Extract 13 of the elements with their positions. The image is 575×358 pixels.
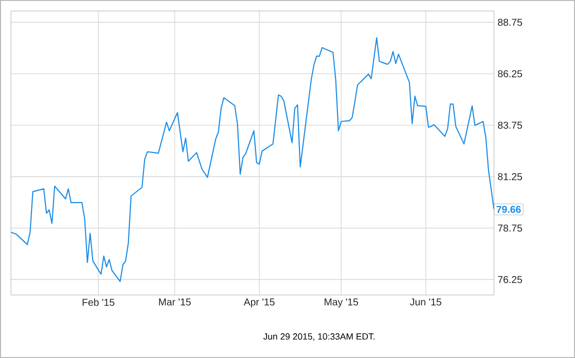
- data-label: 79.66: [496, 206, 521, 213]
- y-tick-label: 88.75: [498, 18, 522, 26]
- x-tick-label: Apr '15: [244, 298, 275, 308]
- x-tick-label: Mar '15: [159, 298, 191, 306]
- x-tick-label: May '15: [324, 298, 358, 308]
- x-tick-label: Feb '15: [82, 298, 114, 306]
- y-tick-label: 78.75: [498, 224, 522, 232]
- y-tick-label: 83.75: [498, 122, 522, 129]
- x-tick-label: Jun '15: [410, 298, 442, 306]
- y-tick-label: 81.25: [498, 173, 522, 180]
- y-tick-label: 76.25: [498, 276, 522, 284]
- y-tick-label: 86.25: [498, 70, 522, 78]
- text: Jun 29 2015, 10:33AM EDT.: [263, 333, 375, 341]
